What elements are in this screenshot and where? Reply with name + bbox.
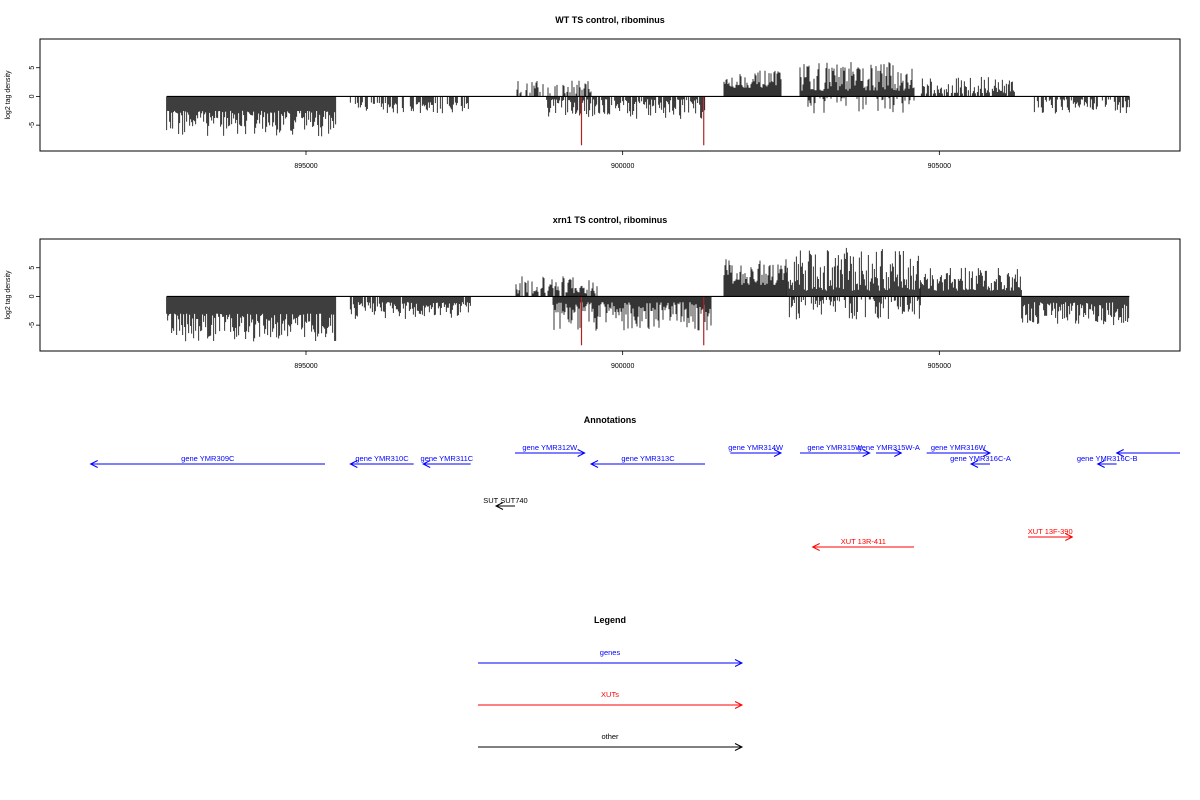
- feature-arrow-head: [422, 460, 431, 468]
- feature-label: gene YMR312W: [522, 443, 578, 452]
- annotations-title: Annotations: [584, 415, 637, 425]
- feature-label: gene YMR314W: [728, 443, 784, 452]
- annotation-feature: XUT 13F-390: [1028, 527, 1074, 541]
- feature-label: gene YMR315W: [807, 443, 863, 452]
- legend-arrow-head: [734, 701, 744, 709]
- annotation-feature: gene YMR313C: [589, 454, 705, 468]
- legend-entry: genes: [478, 648, 744, 667]
- annotation-feature: gene YMR316C-A: [950, 454, 1011, 468]
- legend-arrow-head: [734, 659, 744, 667]
- feature-label: gene YMR316W: [931, 443, 987, 452]
- feature-label: gene YMR313C: [621, 454, 675, 463]
- feature-arrow-head: [1115, 449, 1124, 457]
- legend-items: genes XUTs other: [478, 648, 744, 751]
- legend-label: other: [601, 732, 619, 741]
- feature-arrow-head: [1096, 460, 1105, 468]
- feature-arrow-head: [773, 449, 783, 457]
- axes: -5 0 5 895000 900000 905000: [29, 66, 1130, 170]
- feature-label: XUT 13F-390: [1028, 527, 1073, 536]
- feature-label: gene YMR310C: [355, 454, 409, 463]
- feature-label: SUT SUT740: [483, 496, 527, 505]
- feature-label: gene YMR315W-A: [858, 443, 920, 452]
- y-tick-label: 5: [29, 266, 36, 270]
- y-axis-label: log2 tag density: [5, 270, 12, 320]
- feature-arrow-head: [862, 449, 871, 457]
- feature-arrow-head: [349, 460, 358, 468]
- x-tick-label: 900000: [611, 363, 634, 370]
- annotation-feature: gene YMR316C-B: [1077, 454, 1138, 468]
- feature-label: gene YMR316C-A: [950, 454, 1011, 463]
- y-axis-label: log2 tag density: [5, 70, 12, 120]
- signal-bars: [166, 62, 1130, 146]
- plot-frame: [39, 238, 1181, 352]
- feature-label: gene YMR311C: [421, 454, 474, 463]
- annotation-feature: gene YMR314W: [728, 443, 784, 457]
- x-tick-label: 895000: [294, 163, 317, 170]
- axes: -5 0 5 895000 900000 905000: [29, 266, 1130, 370]
- feature-arrow-head: [811, 543, 820, 551]
- panel-xrn1: xrn1 TS control, ribominus log2 tag dens…: [5, 215, 1181, 370]
- x-tick-label: 895000: [294, 363, 317, 370]
- annotation-feature: gene YMR316W: [926, 443, 992, 457]
- feature-arrow-head: [494, 502, 504, 510]
- signal-bars: [166, 247, 1130, 346]
- feature-arrow-head: [969, 460, 979, 468]
- legend-entry: other: [478, 732, 744, 751]
- annotation-items: gene YMR309C gene YMR310C gene YMR311C gene…: [89, 443, 1180, 551]
- annotation-feature: gene YMR315W: [800, 443, 871, 457]
- plot-frame: [39, 38, 1181, 152]
- legend-entry: XUTs: [478, 690, 744, 709]
- legend-label: genes: [600, 648, 621, 657]
- feature-arrow-head: [577, 449, 586, 457]
- annotation-feature: gene YMR315W-A: [858, 443, 920, 457]
- panel-wt: WT TS control, ribominus log2 tag densit…: [5, 15, 1181, 170]
- annotation-feature: SUT SUT740: [483, 496, 528, 510]
- chart-title: WT TS control, ribominus: [555, 15, 665, 25]
- annotation-feature: gene YMR310C: [349, 454, 414, 468]
- annotation-feature: XUT 13R-411: [811, 537, 914, 551]
- legend-label: XUTs: [601, 690, 619, 699]
- annotation-feature: gene YMR311C: [421, 454, 474, 468]
- feature-arrow-head: [1065, 533, 1074, 541]
- annotation-feature: gene YMR312W: [515, 443, 586, 457]
- y-tick-label: 0: [29, 94, 36, 98]
- annotation-feature: gene YMR309C: [89, 454, 325, 468]
- y-tick-label: 5: [29, 66, 36, 70]
- feature-arrow-head: [982, 449, 992, 457]
- feature-label: gene YMR309C: [181, 454, 235, 463]
- chart-title: xrn1 TS control, ribominus: [553, 215, 668, 225]
- y-tick-label: -5: [29, 122, 36, 128]
- y-tick-label: -5: [29, 322, 36, 328]
- feature-label: XUT 13R-411: [841, 537, 886, 546]
- x-tick-label: 905000: [928, 363, 951, 370]
- legend-arrow-head: [734, 743, 744, 751]
- feature-arrow-head: [89, 460, 98, 468]
- x-tick-label: 900000: [611, 163, 634, 170]
- y-tick-label: 0: [29, 294, 36, 298]
- legend-title: Legend: [594, 615, 626, 625]
- feature-label: gene YMR316C-B: [1077, 454, 1138, 463]
- legend: Legend genes XUTs other: [478, 615, 744, 751]
- x-tick-label: 905000: [928, 163, 951, 170]
- feature-arrow-head: [894, 449, 903, 457]
- annotation-feature: [1115, 449, 1180, 457]
- annotations-track: Annotations gene YMR309C gene YMR310C gene…: [89, 415, 1180, 551]
- feature-arrow-head: [589, 460, 599, 468]
